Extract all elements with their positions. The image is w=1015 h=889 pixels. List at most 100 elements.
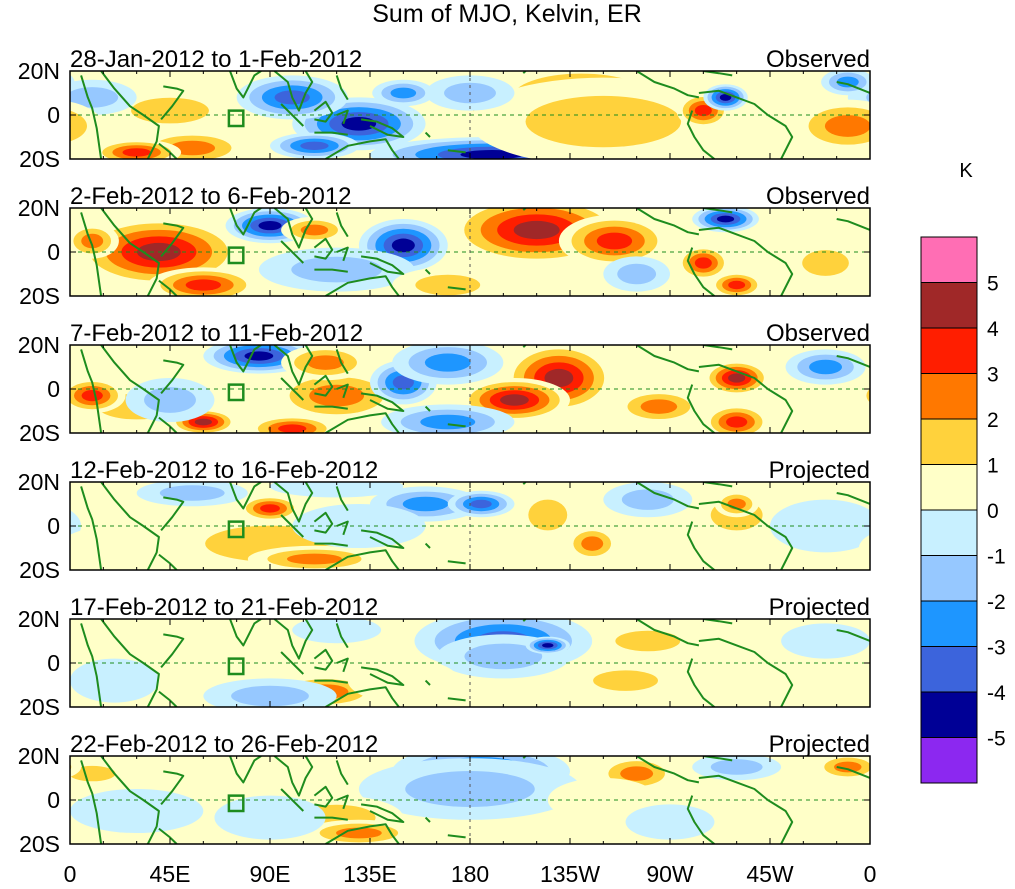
contour-level [694,257,712,269]
anomaly-field [70,208,870,296]
contour-level [716,215,735,223]
contour-level [307,355,344,370]
map-panel: 7-Feb-2012 to 11-Feb-2012 Observed 20N 0 20S [18,320,871,446]
map-panel: 2-Feb-2012 to 6-Feb-2012 Observed 20N 0 20S [18,183,871,309]
contour-level [278,424,307,433]
coastline [158,690,178,707]
contour-level [770,499,870,553]
coastline [836,629,870,642]
contour-level [726,416,748,428]
latitude-label: 0 [47,513,60,539]
coastline [80,75,103,159]
longitude-label: 135W [540,861,600,887]
contour-level [581,536,604,551]
coastline [336,383,349,399]
contour-level [809,359,843,375]
coastline [836,492,870,505]
target-region-box [227,657,245,676]
contour-level [728,280,746,290]
coastline [335,760,349,786]
coastline [273,756,314,797]
colorbar-swatch [920,464,978,511]
panel-period: 22-Feb-2012 to 26-Feb-2012 [70,731,378,758]
coastline [686,384,716,433]
contour-level [694,105,712,117]
colorbar-tick-label: -1 [987,546,1006,569]
contour-level [70,765,116,782]
colorbar-tick-label: 0 [987,500,999,523]
longitude-label: 45W [746,861,794,887]
coastline [636,345,700,373]
latitude-label: 0 [47,376,60,402]
coastline [273,208,314,249]
contour-level [781,623,870,659]
latitude-label: 20N [18,606,60,632]
coastline [836,218,870,231]
colorbar-swatch [920,418,978,465]
coastline [325,549,400,570]
colorbar: K 5 4 3 2 1 0 -1 -2 -3 -4 -5 [920,160,1006,784]
colorbar-tick-label: 2 [987,409,999,432]
contour-level [866,388,870,403]
coastline [447,834,466,839]
coastline [335,212,349,238]
contour-level [70,74,75,90]
coastline [158,553,178,570]
coastline [335,349,349,375]
coastline [360,803,405,823]
coastline [80,349,103,433]
coastline [686,658,716,707]
contour-level [231,685,309,707]
contour-level [159,485,225,501]
contour-level [858,534,870,562]
contour-level [260,504,280,513]
latitude-label: 0 [47,650,60,676]
contour-level [865,231,870,251]
longitude-label: 0 [64,861,77,887]
anomaly-field [70,71,870,159]
latitude-label: 20S [19,283,60,309]
coastline [836,766,870,779]
coastline [325,275,400,296]
coastline [314,679,348,684]
panel-period: 17-Feb-2012 to 21-Feb-2012 [70,594,378,621]
target-region-box [227,246,245,265]
latitude-label: 0 [47,102,60,128]
coastline [160,222,185,258]
coastline [335,623,349,649]
coastline [447,560,466,565]
contour-level [391,238,415,253]
panel-status: Projected [769,594,870,621]
colorbar-swatch [920,600,978,647]
coastline [160,359,185,395]
colorbar-tick-label: 1 [987,455,999,478]
coastline [280,103,305,127]
contour-level [617,263,657,285]
contour-level [625,804,715,840]
coastline [158,416,178,433]
coastline [80,760,103,844]
colorbar-swatch [920,327,978,374]
coastline [636,619,700,647]
coastline [686,521,716,570]
colorbar-tick-label: 4 [987,318,999,341]
longitude-label: 90W [646,861,694,887]
contour-level [458,819,570,844]
coastline [229,482,262,510]
contour-level [392,375,414,390]
map-panel: 22-Feb-2012 to 26-Feb-2012 Projected 20N 0 2… [18,731,871,857]
contour-level [81,233,104,249]
latitude-label: 20S [19,146,60,172]
latitude-label: 0 [47,787,60,813]
coastline [636,756,700,784]
panel-status: Observed [766,183,870,210]
contour-level [347,658,459,703]
coastline [698,637,794,707]
coastline [273,619,314,660]
coastline [335,75,349,101]
target-region-box [227,520,245,539]
map-panel: 17-Feb-2012 to 21-Feb-2012 Projected 20N 0 2… [18,594,871,720]
coastline [325,412,400,433]
contour-level [309,384,365,407]
coastline [280,651,305,675]
